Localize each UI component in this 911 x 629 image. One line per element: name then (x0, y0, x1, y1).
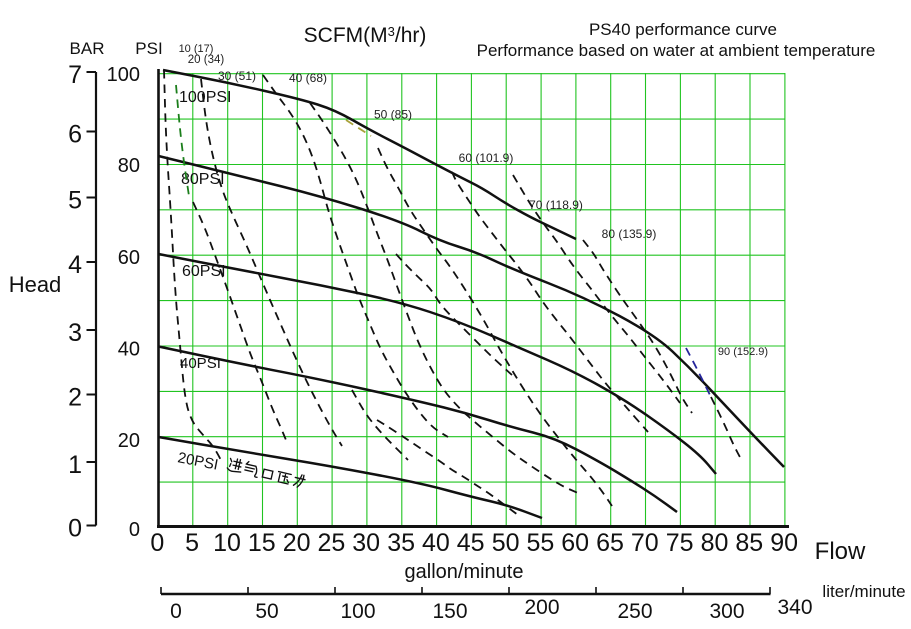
svg-text:50 (85): 50 (85) (374, 108, 412, 122)
svg-text:20: 20 (118, 430, 140, 452)
svg-text:15: 15 (248, 529, 276, 557)
svg-text:3: 3 (68, 319, 82, 347)
svg-text:40: 40 (422, 529, 450, 557)
svg-text:55: 55 (526, 529, 554, 557)
svg-text:liter/minute: liter/minute (822, 582, 905, 601)
svg-text:70 (118.9): 70 (118.9) (529, 198, 583, 212)
svg-text:20 (34): 20 (34) (188, 54, 225, 66)
svg-text:30: 30 (352, 529, 380, 557)
svg-text:45: 45 (457, 529, 485, 557)
svg-text:80: 80 (118, 155, 140, 177)
svg-text:150: 150 (432, 600, 467, 623)
svg-text:300: 300 (709, 600, 744, 623)
svg-text:20: 20 (283, 529, 311, 557)
svg-text:Head: Head (9, 272, 62, 297)
svg-text:5: 5 (68, 187, 82, 215)
svg-text:0: 0 (170, 600, 182, 623)
svg-text:0: 0 (129, 519, 140, 541)
svg-text:BAR: BAR (70, 39, 105, 58)
svg-text:5: 5 (185, 529, 199, 557)
svg-text:50: 50 (255, 600, 278, 623)
svg-text:gallon/minute: gallon/minute (405, 561, 524, 583)
svg-text:Performance based on water at: Performance based on water at ambient te… (477, 41, 876, 60)
svg-text:0: 0 (68, 515, 82, 543)
svg-text:25: 25 (317, 529, 345, 557)
svg-text:SCFM(M3/hr): SCFM(M3/hr) (304, 24, 427, 47)
svg-text:50: 50 (492, 529, 520, 557)
svg-text:PS40 performance curve: PS40 performance curve (589, 20, 777, 39)
svg-text:1: 1 (68, 451, 82, 479)
svg-text:90: 90 (770, 529, 798, 557)
svg-text:4: 4 (68, 251, 82, 279)
svg-text:200: 200 (524, 596, 559, 619)
svg-text:10 (17): 10 (17) (179, 43, 214, 55)
svg-text:100: 100 (107, 64, 140, 86)
svg-text:40 (68): 40 (68) (289, 71, 327, 85)
svg-text:40PSI: 40PSI (180, 355, 221, 372)
svg-text:75: 75 (666, 529, 694, 557)
svg-text:250: 250 (617, 600, 652, 623)
svg-text:70: 70 (631, 529, 659, 557)
svg-text:100: 100 (340, 600, 375, 623)
svg-text:90 (152.9): 90 (152.9) (718, 346, 768, 358)
svg-text:80PSI: 80PSI (181, 171, 225, 188)
svg-text:6: 6 (68, 121, 82, 149)
svg-text:340: 340 (777, 596, 812, 619)
svg-text:7: 7 (68, 61, 82, 89)
svg-text:80 (135.9): 80 (135.9) (602, 227, 657, 241)
svg-text:30 (51): 30 (51) (218, 69, 256, 83)
svg-text:65: 65 (596, 529, 624, 557)
svg-text:40: 40 (118, 339, 140, 361)
svg-text:85: 85 (735, 529, 763, 557)
svg-text:100PSI: 100PSI (179, 89, 231, 106)
svg-text:60PSI: 60PSI (182, 263, 226, 280)
svg-text:60: 60 (118, 247, 140, 269)
svg-text:35: 35 (387, 529, 415, 557)
svg-text:10: 10 (213, 529, 241, 557)
svg-text:2: 2 (68, 384, 82, 412)
svg-text:PSI: PSI (135, 39, 162, 58)
svg-text:60 (101.9): 60 (101.9) (459, 151, 514, 165)
svg-text:60: 60 (561, 529, 589, 557)
svg-text:Flow: Flow (815, 538, 866, 565)
svg-text:80: 80 (701, 529, 729, 557)
svg-text:0: 0 (150, 529, 164, 557)
